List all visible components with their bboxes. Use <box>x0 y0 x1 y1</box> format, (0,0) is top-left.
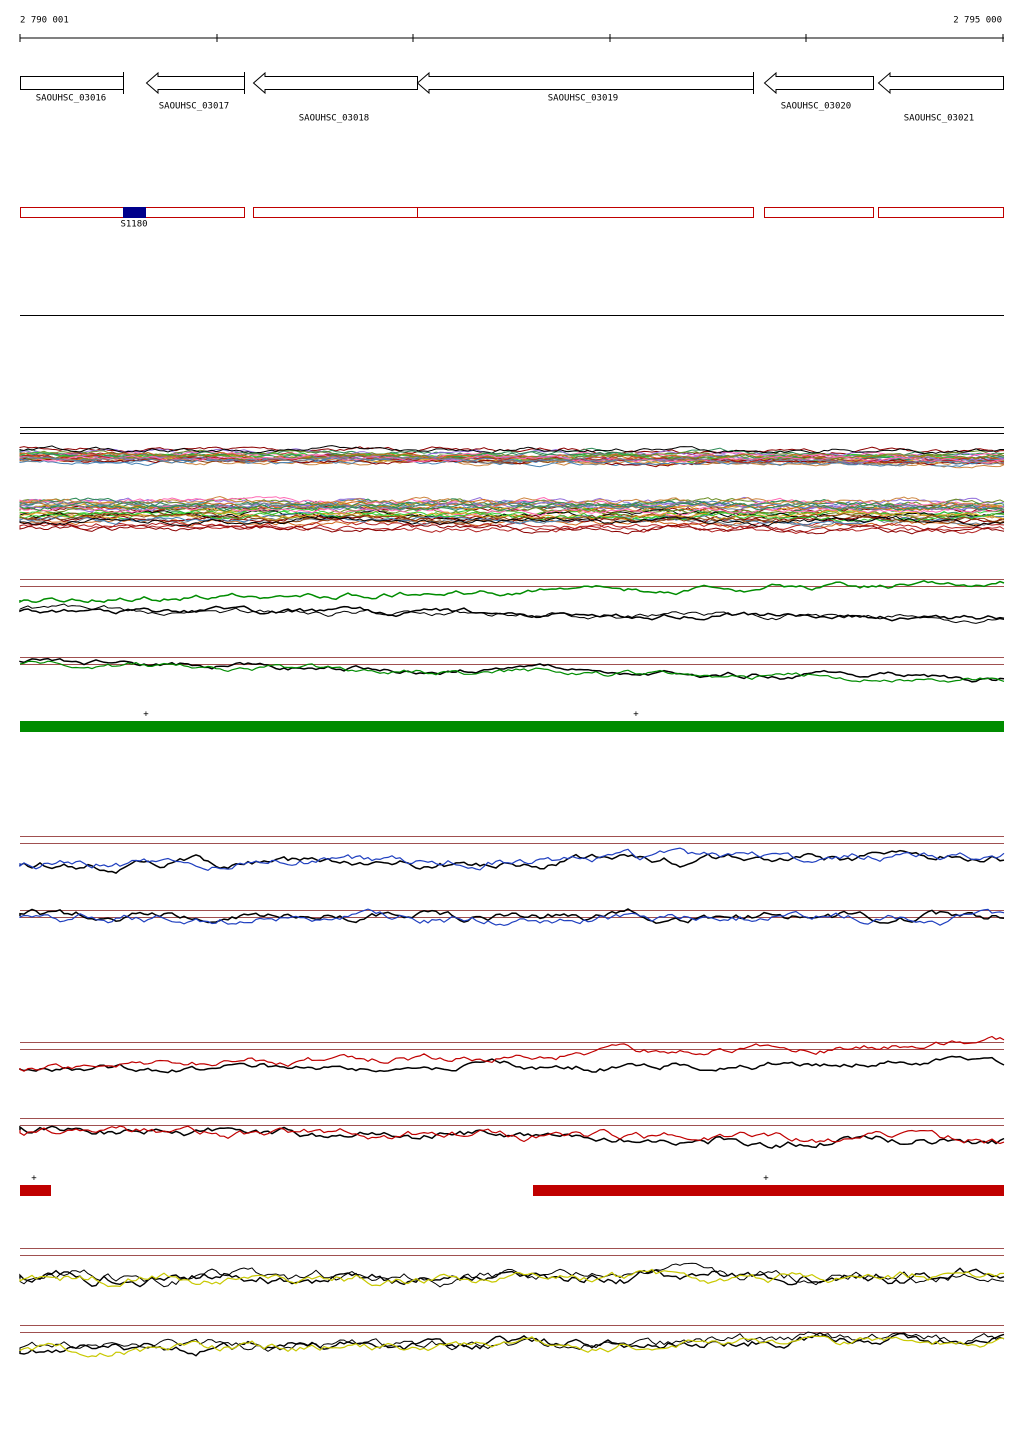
signal-line <box>19 579 1005 604</box>
ruler-end: 2 795 000 <box>953 16 1002 26</box>
signal-line <box>19 1267 1005 1288</box>
ruler-ticks <box>19 34 1004 42</box>
gene-label: SAOUHSC_03017 <box>159 102 229 112</box>
gene-label: SAOUHSC_03021 <box>904 114 974 124</box>
signal-line <box>19 501 1005 512</box>
signal-line <box>19 1125 1005 1149</box>
signal-line <box>19 847 1005 871</box>
strand-mark: + <box>31 1174 37 1184</box>
gene-arrows <box>20 71 1004 95</box>
signal-line <box>19 1268 1005 1288</box>
signal-line <box>19 500 1005 512</box>
signal-line <box>19 501 1005 513</box>
signal-line <box>19 1035 1005 1072</box>
signal-line <box>19 603 1005 624</box>
signal-line <box>19 908 1005 927</box>
reference-lines <box>20 579 1004 1333</box>
signal-line <box>19 1262 1005 1288</box>
signal-line <box>19 524 1005 535</box>
gene-label: SAOUHSC_03019 <box>548 94 618 104</box>
gene-label: SAOUHSC_03016 <box>36 94 106 104</box>
signal-line <box>19 515 1005 528</box>
gene-label: SAOUHSC_03020 <box>781 102 851 112</box>
signal-line <box>19 1335 1005 1358</box>
strand-bar <box>533 1185 1004 1196</box>
signal-tracks <box>19 445 1005 1358</box>
signal-line <box>19 908 1005 924</box>
signal-line <box>19 510 1005 522</box>
signal-line <box>19 521 1005 535</box>
signal-line <box>19 507 1005 520</box>
strand-mark: + <box>763 1174 769 1184</box>
feature-boxes <box>20 207 1004 218</box>
separators <box>20 315 1004 434</box>
signal-line <box>19 605 1005 622</box>
signal-line <box>19 445 1004 455</box>
signal-line <box>19 1332 1005 1357</box>
strand-bar <box>20 1185 51 1196</box>
strand-mark: + <box>143 710 149 720</box>
gene-label: SAOUHSC_03018 <box>299 114 369 124</box>
feature-label: S1180 <box>120 220 147 230</box>
signal-line <box>19 1331 1005 1352</box>
signal-line <box>19 456 1005 467</box>
signal-line <box>19 849 1005 874</box>
feature-highlight <box>123 207 146 218</box>
signal-line <box>19 496 1005 510</box>
signal-line <box>19 1125 1005 1145</box>
signal-line <box>19 456 1005 467</box>
signal-line <box>19 518 1005 531</box>
strand-bar <box>20 721 1004 732</box>
signal-line <box>19 1055 1005 1074</box>
signal-line <box>19 657 1005 683</box>
signal-line <box>19 511 1005 526</box>
signal-line <box>19 660 1005 683</box>
strand-mark: + <box>633 710 639 720</box>
ruler-start: 2 790 001 <box>20 16 69 26</box>
